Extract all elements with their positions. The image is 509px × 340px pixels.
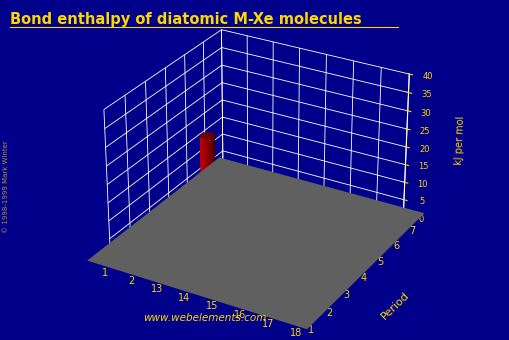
Text: www.webelements.com: www.webelements.com — [143, 313, 266, 323]
Text: © 1998-1999 Mark Winter: © 1998-1999 Mark Winter — [3, 141, 9, 233]
Text: Bond enthalpy of diatomic M-Xe molecules: Bond enthalpy of diatomic M-Xe molecules — [10, 12, 361, 27]
Y-axis label: Period: Period — [379, 290, 411, 322]
